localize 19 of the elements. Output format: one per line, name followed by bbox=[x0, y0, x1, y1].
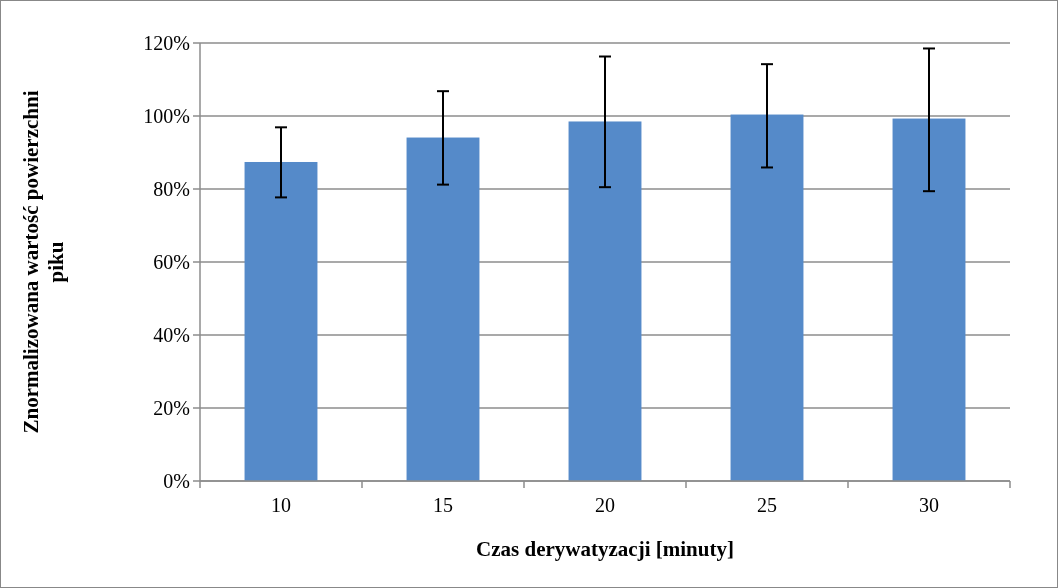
y-tick-label: 120% bbox=[143, 32, 190, 54]
x-axis-title: Czas derywatyzacji [minuty] bbox=[476, 537, 734, 561]
x-tick-label: 30 bbox=[919, 494, 939, 516]
bar bbox=[406, 137, 480, 481]
y-tick-label: 0% bbox=[163, 470, 190, 492]
x-tick-label: 10 bbox=[271, 494, 291, 516]
y-tick-label: 60% bbox=[153, 251, 190, 273]
y-axis-title: Znormalizowana wartość powierzchni piku bbox=[19, 90, 68, 434]
y-tick-label: 100% bbox=[143, 105, 190, 127]
bar bbox=[244, 161, 318, 481]
y-tick-label: 20% bbox=[153, 397, 190, 419]
y-tick-label: 80% bbox=[153, 178, 190, 200]
bar bbox=[730, 114, 804, 481]
bar bbox=[568, 121, 642, 481]
x-tick-label: 15 bbox=[433, 494, 453, 516]
x-tick-label: 25 bbox=[757, 494, 777, 516]
bar bbox=[892, 118, 966, 481]
y-tick-label: 40% bbox=[153, 324, 190, 346]
x-tick-label: 20 bbox=[595, 494, 615, 516]
